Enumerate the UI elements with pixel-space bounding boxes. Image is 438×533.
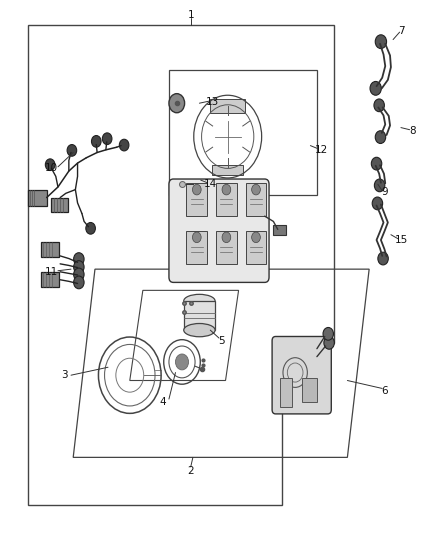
Text: 11: 11 <box>45 267 58 277</box>
FancyBboxPatch shape <box>272 336 331 414</box>
Circle shape <box>74 276 84 289</box>
Circle shape <box>74 268 84 281</box>
Circle shape <box>222 232 231 243</box>
Text: 2: 2 <box>187 466 194 475</box>
Circle shape <box>370 82 381 95</box>
Circle shape <box>375 35 387 49</box>
Text: 7: 7 <box>399 26 405 36</box>
Circle shape <box>324 336 334 349</box>
Circle shape <box>374 179 385 192</box>
Text: 9: 9 <box>381 187 388 197</box>
Circle shape <box>371 157 382 170</box>
Bar <box>28 190 47 206</box>
Bar <box>41 272 59 287</box>
Circle shape <box>323 327 333 340</box>
Circle shape <box>222 184 231 195</box>
Circle shape <box>176 354 188 370</box>
Text: 14: 14 <box>204 179 217 189</box>
Bar <box>186 231 207 264</box>
Bar <box>280 378 292 407</box>
Circle shape <box>252 232 260 243</box>
Circle shape <box>92 135 101 147</box>
Bar <box>51 198 68 213</box>
Circle shape <box>74 253 84 265</box>
Text: 15: 15 <box>395 235 408 245</box>
Bar <box>216 183 237 216</box>
Circle shape <box>74 261 84 273</box>
Bar <box>273 225 286 235</box>
Bar <box>41 242 59 257</box>
Circle shape <box>374 99 385 112</box>
Text: 13: 13 <box>206 97 219 107</box>
Text: 4: 4 <box>159 397 166 407</box>
Text: 8: 8 <box>410 126 416 136</box>
Bar <box>212 165 243 175</box>
Text: 12: 12 <box>314 145 328 155</box>
Circle shape <box>252 184 260 195</box>
Circle shape <box>192 184 201 195</box>
Ellipse shape <box>184 324 215 337</box>
Circle shape <box>192 232 201 243</box>
Bar <box>246 231 266 264</box>
Circle shape <box>372 197 383 210</box>
Bar <box>169 70 317 195</box>
Bar <box>210 100 245 113</box>
Text: 3: 3 <box>61 370 68 380</box>
Bar <box>246 183 266 216</box>
Bar <box>216 231 237 264</box>
Circle shape <box>375 131 386 143</box>
Ellipse shape <box>184 294 215 308</box>
Text: 1: 1 <box>187 10 194 20</box>
Circle shape <box>102 133 112 144</box>
Bar <box>184 301 215 330</box>
Text: 5: 5 <box>218 336 225 346</box>
Circle shape <box>46 159 55 171</box>
Circle shape <box>169 94 185 113</box>
FancyBboxPatch shape <box>169 179 269 282</box>
Circle shape <box>86 222 95 234</box>
Text: 6: 6 <box>381 386 388 396</box>
Circle shape <box>119 139 129 151</box>
Text: 10: 10 <box>45 164 58 173</box>
Bar <box>186 183 207 216</box>
Circle shape <box>378 252 389 265</box>
Bar <box>302 378 317 402</box>
Circle shape <box>67 144 77 156</box>
